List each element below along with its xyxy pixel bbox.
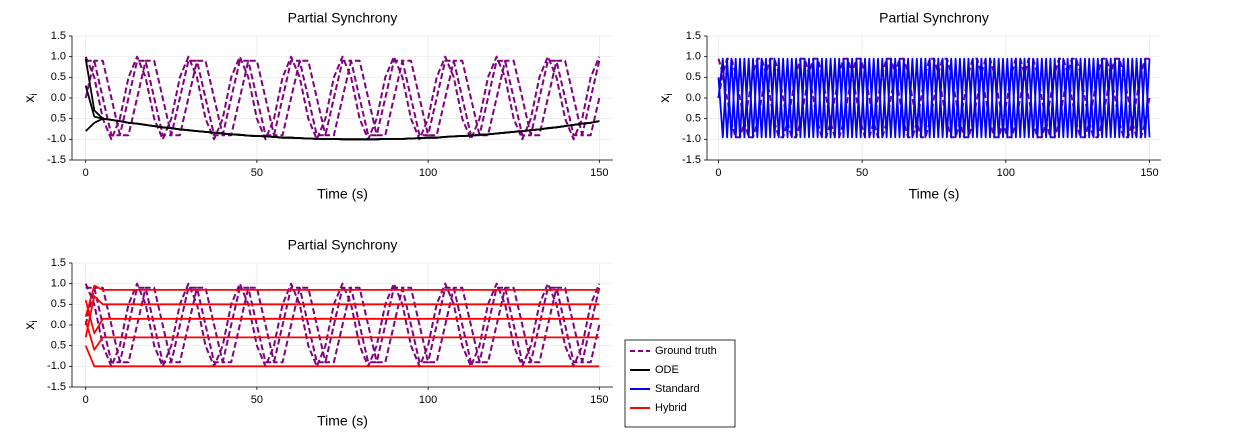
y-tick-label: 1.5	[51, 30, 66, 42]
subplot: 1.5 1.0 0.5 0.0 0.5 -1.0 -1.5 0 50 100 150 Partial …	[656, 10, 1161, 202]
y-tick-label: 0.0	[686, 92, 701, 104]
legend: Ground truth ODE Standard Hybrid	[624, 339, 736, 428]
x-axis-label: Time (s)	[317, 186, 368, 202]
x-tick-label: 150	[1140, 167, 1158, 179]
y-axis-label-sub: i	[29, 93, 40, 95]
y-tick-label: 1.5	[51, 257, 66, 269]
x-axis-label: Time (s)	[909, 186, 960, 202]
chart-title: Partial Synchrony	[879, 10, 989, 26]
x-tick-label: 50	[856, 167, 868, 179]
series-line	[717, 57, 1151, 139]
y-axis-label-sub: i	[29, 320, 40, 322]
y-axis-label: xi	[21, 93, 40, 102]
y-tick-label: -1.5	[47, 154, 66, 166]
subplot: 1.5 1.0 0.5 0.0 0.5 -1.0 -1.5 0 50 100 150 Partial …	[21, 237, 613, 429]
x-tick-label: 0	[83, 394, 89, 406]
x-tick-label: 0	[715, 167, 721, 179]
series-line	[84, 299, 600, 335]
y-tick-label: 0.5	[51, 71, 66, 83]
subplot: 1.5 1.0 0.5 0.0 0.5 -1.0 -1.5 0 50 100 150 Partial …	[21, 10, 613, 202]
series-line	[84, 286, 601, 364]
x-tick-label: 50	[251, 167, 263, 179]
series-line	[84, 295, 600, 338]
series-line	[85, 117, 600, 141]
y-tick-label: -1.0	[682, 133, 701, 145]
legend-label: Standard	[655, 383, 700, 395]
x-tick-label: 150	[590, 394, 608, 406]
series-line	[717, 57, 1151, 139]
y-tick-label: -1.5	[682, 154, 701, 166]
y-tick-label: -1.0	[47, 133, 66, 145]
y-tick-label: 0.5	[51, 298, 66, 310]
y-axis-label-main: x	[656, 96, 672, 103]
x-tick-label: 50	[251, 394, 263, 406]
y-tick-label: 1.0	[51, 278, 66, 290]
series-line	[84, 282, 601, 368]
y-tick-label: -1.0	[47, 360, 66, 372]
chart-title: Partial Synchrony	[288, 237, 398, 253]
x-tick-label: 0	[83, 167, 89, 179]
y-tick-label: 0.5	[51, 113, 66, 125]
y-axis-label: xi	[656, 93, 675, 102]
legend-label: ODE	[655, 364, 679, 376]
series-line	[717, 57, 1151, 139]
series-line	[84, 345, 600, 368]
y-tick-label: 1.0	[51, 51, 66, 63]
y-axis-label-sub: i	[664, 93, 675, 95]
x-tick-label: 100	[419, 167, 437, 179]
y-tick-label: 0.5	[51, 340, 66, 352]
y-tick-label: -1.5	[47, 381, 66, 393]
x-tick-label: 100	[419, 394, 437, 406]
y-tick-label: 0.5	[686, 71, 701, 83]
series-line	[85, 59, 601, 137]
y-axis-label: xi	[21, 320, 40, 329]
series-line	[84, 320, 600, 351]
y-tick-label: 1.5	[686, 30, 701, 42]
chart-title: Partial Synchrony	[288, 10, 398, 26]
x-axis-label: Time (s)	[317, 413, 368, 429]
y-tick-label: 0.0	[51, 319, 66, 331]
series-line	[84, 284, 600, 317]
x-tick-label: 150	[590, 167, 608, 179]
series-line	[84, 55, 601, 141]
series-line	[84, 59, 601, 137]
series-line	[85, 286, 601, 364]
x-tick-label: 100	[997, 167, 1015, 179]
y-tick-label: 0.0	[51, 92, 66, 104]
legend-box	[624, 339, 736, 428]
legend-label: Ground truth	[655, 345, 717, 357]
y-tick-label: 1.0	[686, 51, 701, 63]
legend-label: Hybrid	[655, 402, 687, 414]
y-axis-label-main: x	[21, 96, 37, 103]
y-tick-label: 0.5	[686, 113, 701, 125]
y-axis-label-main: x	[21, 323, 37, 330]
